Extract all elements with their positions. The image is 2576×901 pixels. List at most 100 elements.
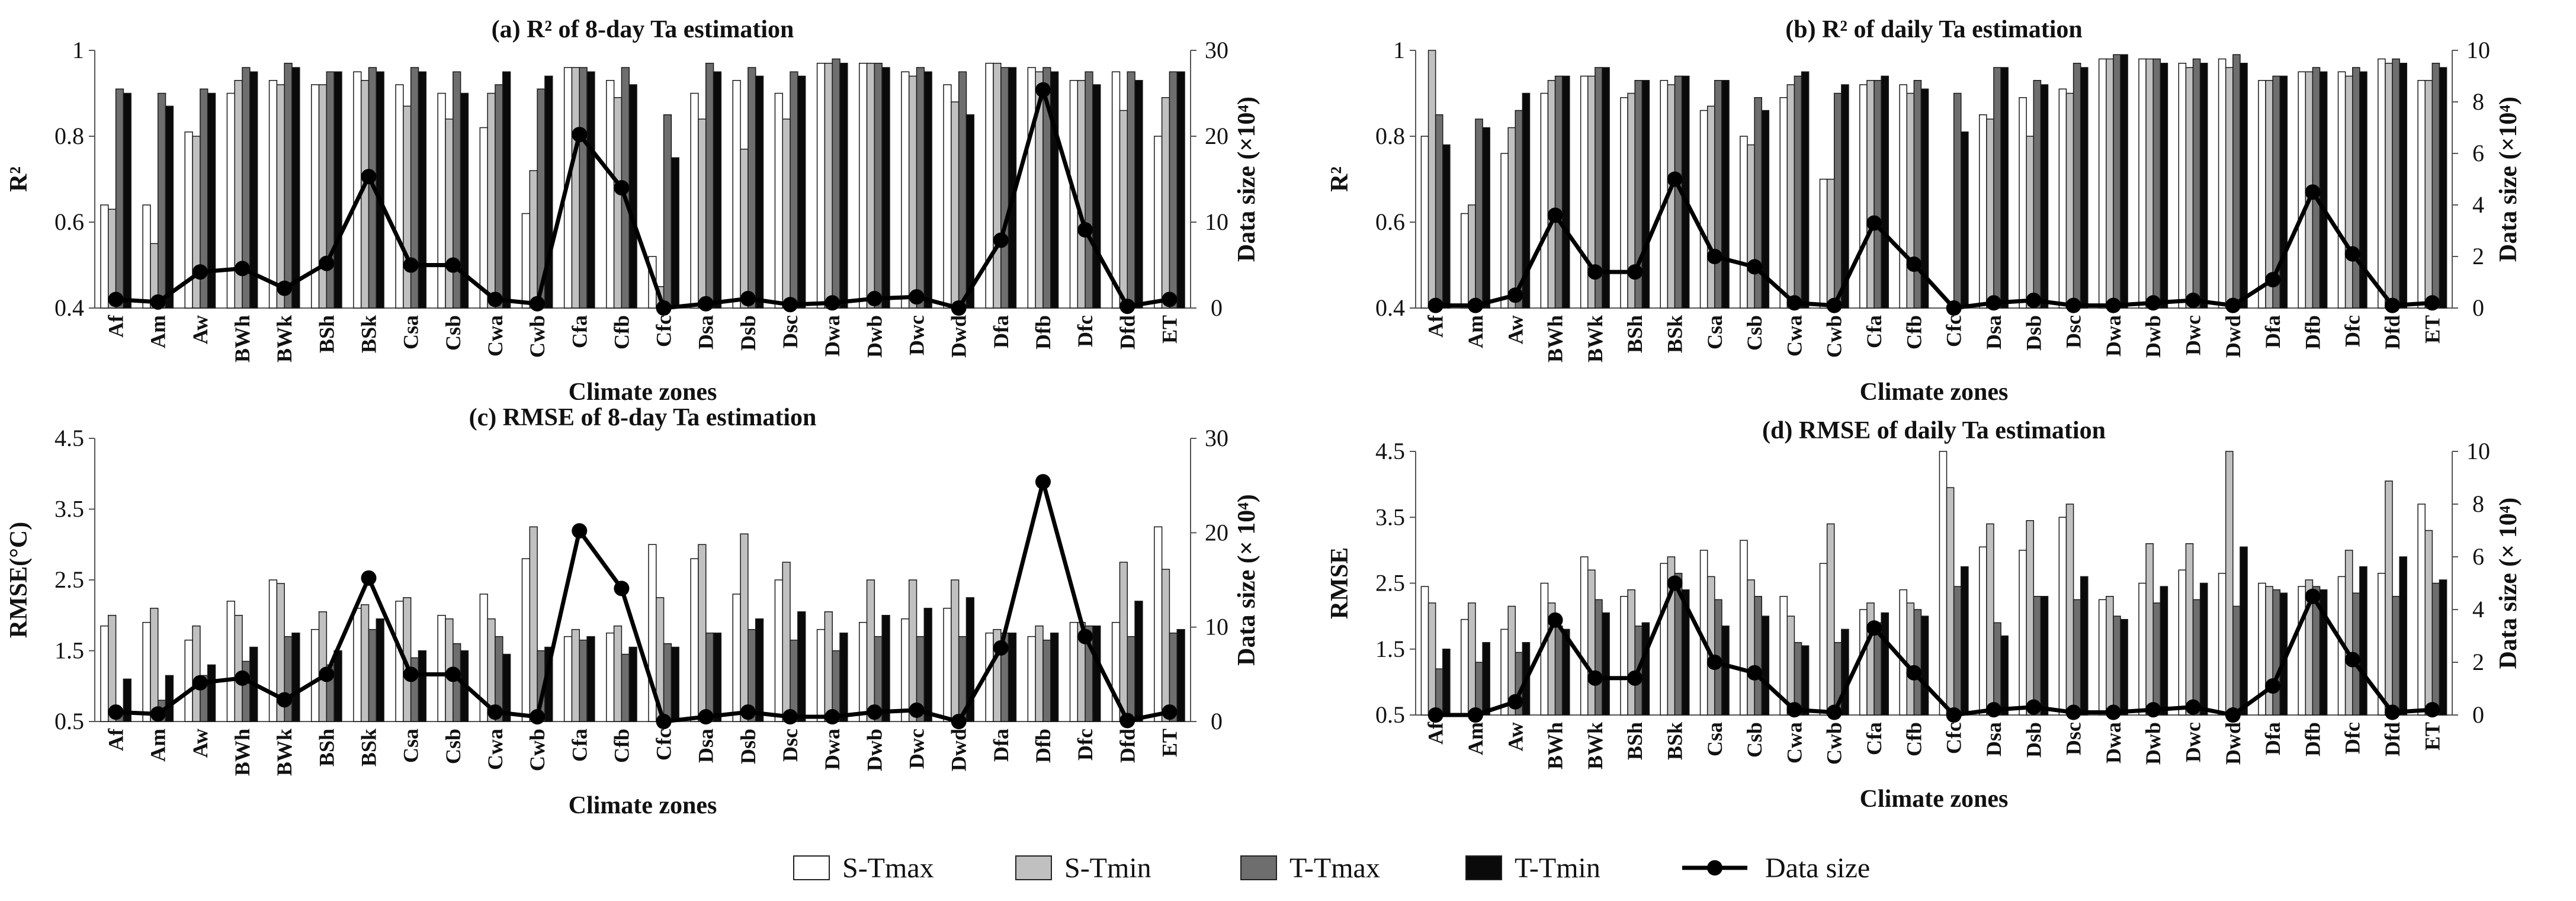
data-size-point-dsb xyxy=(2026,292,2042,308)
x-tick-label-cfb: Cfb xyxy=(1902,722,1926,756)
bar-t-tmin-dfb xyxy=(1050,632,1059,722)
x-tick-label-et: ET xyxy=(1157,729,1181,757)
bar-s-tmin-af xyxy=(1427,50,1436,309)
data-size-point-dwb xyxy=(867,291,883,307)
x-tick-label-am: Am xyxy=(1464,315,1487,348)
bar-t-tmin-cfa xyxy=(586,636,595,722)
panel-c: 0.5 1.5 2.5 3.5 4.5 0 10 20 30 Af Am Aw BWh BWk BSh BSk… xyxy=(5,404,1260,819)
x-tick-label-cwa: Cwa xyxy=(483,315,507,357)
bar-s-tmax-et xyxy=(1154,526,1163,722)
y-tick-label: 2.5 xyxy=(1375,570,1405,597)
bar-t-tmin-csa xyxy=(1721,626,1730,716)
y2-tick-label: 2 xyxy=(2472,649,2484,675)
x-tick-label-dsa: Dsa xyxy=(1982,722,2006,756)
data-size-point-dsb xyxy=(740,291,756,307)
legend-marker-swatch xyxy=(1707,860,1722,876)
bar-t-tmin-af xyxy=(1442,649,1451,716)
legend-swatch xyxy=(1465,855,1502,880)
bar-t-tmax-dfd xyxy=(1127,71,1135,309)
bar-t-tmax-dsc xyxy=(2073,63,2081,309)
bar-t-tmin-am xyxy=(165,105,174,309)
y-axis-label: R² xyxy=(1326,166,1353,192)
x-tick-label-dsa: Dsa xyxy=(694,729,718,763)
bar-s-tmax-et xyxy=(2417,504,2426,716)
y2-axis-label: Data size (× 10⁴) xyxy=(2495,498,2522,669)
data-size-point-bsk xyxy=(361,169,377,185)
bar-s-tmax-bwh xyxy=(226,92,235,309)
bar-t-tmax-cfa xyxy=(1874,80,1882,309)
x-tick-label-cwa: Cwa xyxy=(1782,722,1806,764)
x-tick-label-csb: Csb xyxy=(1743,722,1766,758)
bar-t-tmin-cfb xyxy=(1920,615,1929,716)
y2-tick-label: 20 xyxy=(1205,519,1228,546)
bar-s-tmax-aw xyxy=(1500,629,1509,716)
bar-s-tmin-dfa xyxy=(993,63,1002,309)
bar-t-tmax-dsa xyxy=(1993,622,2001,716)
data-size-point-dwd xyxy=(951,714,967,729)
x-tick-label-csa: Csa xyxy=(1703,722,1727,756)
x-tick-label-dfb: Dfb xyxy=(2301,315,2324,350)
x-tick-label-csa: Csa xyxy=(399,729,423,763)
bar-t-tmin-cfc xyxy=(1961,566,1969,716)
bar-s-tmin-cfb xyxy=(1906,92,1915,309)
bar-t-tmin-cfa xyxy=(586,71,595,309)
data-size-point-bsk xyxy=(1667,171,1683,187)
bar-s-tmin-csb xyxy=(1747,144,1755,309)
data-size-point-cfa xyxy=(1866,620,1882,636)
bar-t-tmin-bsk xyxy=(1681,589,1690,716)
bar-t-tmax-et xyxy=(2431,582,2440,716)
bar-t-tmax-dwc xyxy=(2192,58,2201,309)
y-tick-label: 0.8 xyxy=(1375,123,1405,149)
y-tick-label: 3.5 xyxy=(1375,504,1405,530)
bar-t-tmin-dsa xyxy=(713,71,722,309)
data-size-point-bsh xyxy=(1627,670,1643,686)
data-size-point-csa xyxy=(1706,249,1722,264)
bar-t-tmin-bwh xyxy=(1561,75,1570,309)
bar-s-tmax-dwc xyxy=(2178,63,2187,309)
bar-s-tmin-dsa xyxy=(698,118,707,309)
bar-t-tmax-cfb xyxy=(621,653,630,722)
bar-s-tmin-dsc xyxy=(2065,92,2074,309)
x-tick-label-bsk: BSk xyxy=(357,729,381,767)
data-size-point-dwb xyxy=(2145,295,2161,311)
legend-label: T-Tmax xyxy=(1289,852,1380,884)
bar-t-tmin-csb xyxy=(1761,615,1770,716)
bar-s-tmin-dsa xyxy=(698,544,707,722)
bar-s-tmax-dwd xyxy=(943,84,952,309)
bar-t-tmax-cwb xyxy=(1833,92,1842,309)
bar-s-tmin-bsh xyxy=(318,84,328,309)
bar-t-tmin-dfd xyxy=(1134,601,1143,722)
bar-s-tmin-af xyxy=(108,615,117,722)
bar-t-tmin-dfa xyxy=(2279,75,2288,309)
bar-t-tmax-cfa xyxy=(579,67,588,309)
x-tick-label-bsh: BSh xyxy=(315,729,338,767)
bar-s-tmax-bsk xyxy=(1660,563,1669,716)
bar-s-tmax-cwb xyxy=(521,558,531,722)
y-tick-label: 1 xyxy=(72,37,84,63)
bar-t-tmax-dwb xyxy=(874,63,883,309)
x-tick-label-cfc: Cfc xyxy=(1942,722,1966,754)
bar-t-tmin-cfc xyxy=(671,646,679,722)
y2-tick-label: 2 xyxy=(2472,243,2484,270)
x-tick-label-csb: Csb xyxy=(441,315,465,351)
bar-s-tmax-csb xyxy=(437,615,446,722)
y-tick-label: 0.5 xyxy=(54,708,84,735)
x-tick-label-cfc: Cfc xyxy=(652,315,676,347)
bar-t-tmax-et xyxy=(1169,71,1178,309)
bar-t-tmin-bsh xyxy=(333,650,342,722)
x-tick-label-dwc: Dwc xyxy=(2182,315,2205,355)
bar-t-tmin-dwd xyxy=(2240,546,2248,716)
bar-s-tmax-cfb xyxy=(606,632,615,722)
x-tick-label-cfb: Cfb xyxy=(609,315,633,350)
bar-t-tmax-et xyxy=(2431,63,2440,309)
bar-s-tmax-dfb xyxy=(2298,71,2306,309)
x-tick-label-cfa: Cfa xyxy=(1862,722,1886,755)
bar-s-tmax-cwa xyxy=(1779,97,1788,309)
bar-s-tmin-dsb xyxy=(740,149,749,309)
bar-t-tmax-dsc xyxy=(790,71,798,309)
bar-s-tmin-am xyxy=(1468,204,1476,309)
bar-s-tmax-csa xyxy=(1699,110,1708,309)
data-size-point-cwb xyxy=(530,296,546,312)
bar-t-tmax-af xyxy=(115,88,124,309)
bar-s-tmin-et xyxy=(2424,530,2433,716)
